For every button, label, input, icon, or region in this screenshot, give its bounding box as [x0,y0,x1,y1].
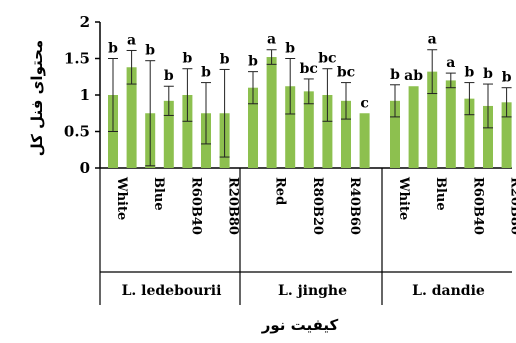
category-label: Blue [433,177,448,211]
significance-letter: a [428,32,437,48]
y-tick-label: 0.5 [64,123,90,141]
group-label: L. jinghe [278,283,347,299]
category-label: R60B40 [188,177,203,235]
bar [266,57,277,168]
bar [464,98,475,168]
significance-letter: b [108,41,118,57]
bar [285,86,296,168]
bar [390,100,400,168]
y-tick-label: 2 [80,13,90,31]
significance-letter: b [248,54,258,70]
significance-letter: b [201,65,211,81]
significance-letter: b [285,41,295,57]
y-tick-label: 1 [80,86,90,104]
category-label: R80B20 [310,177,325,235]
significance-letter: b [502,70,512,86]
category-label: White [114,176,129,220]
bar [322,95,333,168]
bar [483,105,493,168]
significance-letter: b [220,51,230,67]
significance-letter: bc [300,61,318,77]
significance-letter: a [127,32,136,48]
significance-letter: bc [318,51,336,67]
bar [163,100,174,168]
y-axis-title: محتوای فنل کل [28,40,46,156]
bars-layer [108,49,512,168]
category-label: R20B80 [226,177,241,235]
significance-letter: c [360,95,369,111]
bar [341,100,351,168]
category-label: White [396,176,411,220]
axis-layer: 0 0.5 1 1.5 2 [64,13,512,305]
bar [445,80,456,168]
bar [303,91,314,168]
bar [126,67,137,168]
group-label: L. ledebourii [122,283,222,299]
bar [182,95,193,168]
significance-letter: b [164,68,174,84]
significance-letter: bc [337,65,355,81]
bar [501,102,512,168]
bar [408,86,419,168]
category-label: R40B60 [347,177,362,235]
significance-letter: b [145,43,155,59]
significance-letter: a [267,32,276,48]
y-tick-label: 0 [80,159,90,177]
significance-letter: b [390,67,400,83]
group-label: L. dandie [412,283,485,299]
significance-letter: ab [404,68,423,84]
significance-letter: a [446,55,455,71]
bar [248,87,258,168]
significance-letter: b [465,65,475,81]
category-label: Blue [151,177,166,211]
significance-letter: b [183,51,193,67]
bar [359,113,370,168]
x-axis-title: کیفیت نور [261,316,339,334]
category-label: R60B40 [470,177,485,235]
category-label: Red [273,177,288,205]
significance-letter: b [483,66,493,82]
bar [427,71,438,168]
y-tick-label: 1.5 [64,50,90,68]
category-label: R20B80 [508,177,516,235]
